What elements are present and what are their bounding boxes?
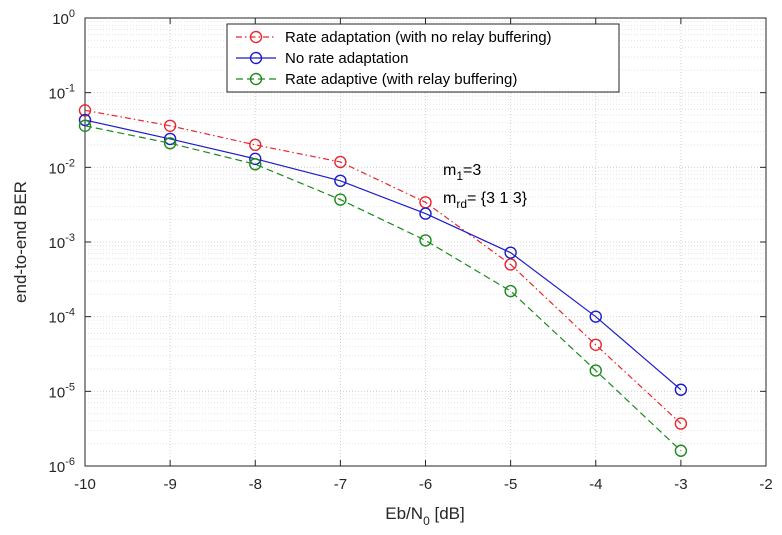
- legend-entry-rate-adaptive: Rate adaptive (with relay buffering): [236, 71, 517, 88]
- series-2-line: [84, 119, 682, 391]
- series-1-line: [84, 109, 682, 425]
- legend-label-no-rate-adaptation: No rate adaptation: [285, 50, 408, 67]
- y-tick-label: 10-6: [49, 456, 75, 476]
- y-tick-label: 100: [52, 8, 75, 28]
- series-layer: [78, 104, 688, 457]
- series-3-point: [163, 137, 177, 150]
- series-2-point: [163, 132, 177, 146]
- y-tick-label: 10-1: [49, 83, 75, 103]
- x-tick-label: -4: [589, 476, 602, 493]
- legend-entry-no-rate-adaptation: No rate adaptation: [236, 50, 408, 67]
- x-tick-label: -5: [504, 476, 517, 493]
- legend-marker-red: [249, 30, 263, 44]
- series-3-point: [504, 284, 517, 298]
- y-tick-label: 10-4: [49, 307, 75, 327]
- series-2-point: [674, 383, 688, 396]
- series-2-point: [78, 113, 92, 127]
- y-axis-label: end-to-end BER: [11, 181, 30, 303]
- x-tick-label: -7: [334, 476, 347, 493]
- series-1-point: [334, 155, 347, 169]
- x-tick-label: -8: [249, 476, 262, 493]
- series-3-point: [78, 119, 92, 132]
- y-tick-label: 10-2: [49, 157, 75, 177]
- series-1-point: [674, 417, 688, 430]
- x-tick-label: -2: [759, 476, 772, 493]
- series-1-point: [163, 119, 177, 132]
- legend-marker-blue: [249, 51, 263, 65]
- series-3-point: [674, 444, 688, 457]
- series-3: [78, 119, 688, 457]
- series-1-point: [589, 338, 602, 351]
- annotation-mrd: mrd= {3 1 3}: [443, 190, 528, 211]
- legend-label-rate-adaptation: Rate adaptation (with no relay buffering…: [285, 29, 552, 46]
- grid: [85, 18, 766, 466]
- x-tick-label: -10: [74, 476, 96, 493]
- series-3-point: [589, 364, 602, 377]
- legend-box: [226, 23, 620, 93]
- x-tick-label: -3: [674, 476, 687, 493]
- x-tick-label: -9: [163, 476, 176, 493]
- series-1-point: [249, 138, 262, 152]
- series-3-line: [84, 125, 682, 452]
- series-2-point: [419, 207, 432, 220]
- series-3-point: [334, 193, 347, 206]
- series-2-point: [334, 174, 347, 188]
- series-2-point: [504, 246, 517, 259]
- y-tick-label: 10-5: [49, 381, 75, 401]
- series-1: [78, 104, 688, 430]
- axis-ticks: 10-6 10-5 10-4 10-3 10-2 10-1 100 -10 -9 -8 -7 -6 -5…: [49, 8, 773, 493]
- legend: Rate adaptation (with no relay buffering…: [226, 23, 620, 93]
- series-2-point: [249, 152, 262, 166]
- legend-label-rate-adaptive: Rate adaptive (with relay buffering): [285, 71, 517, 88]
- annotation-m1: m1=3: [443, 162, 481, 183]
- series-1-point: [78, 104, 92, 117]
- y-tick-label: 10-3: [49, 232, 75, 252]
- series-2-point: [589, 310, 602, 323]
- legend-entry-rate-adaptation: Rate adaptation (with no relay buffering…: [236, 29, 552, 46]
- series-2: [78, 113, 688, 396]
- series-3-point: [249, 158, 262, 171]
- x-tick-label: -6: [419, 476, 432, 493]
- series-1-point: [504, 258, 517, 271]
- legend-marker-green: [249, 72, 263, 86]
- x-axis-label: Eb/N0 [dB]: [385, 504, 464, 528]
- series-3-point: [419, 234, 432, 247]
